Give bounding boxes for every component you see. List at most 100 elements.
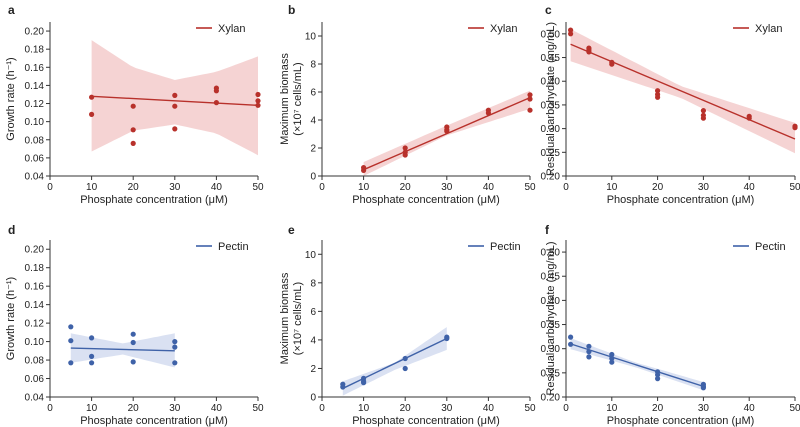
y-tick-label: 0.10	[25, 117, 45, 128]
y-tick-label: 0.08	[25, 356, 45, 367]
data-point	[130, 339, 136, 346]
data-point	[402, 355, 408, 362]
legend-label: Xylan	[218, 23, 246, 35]
y-tick-label: 0.14	[25, 300, 45, 311]
x-axis-title: Phosphate concentration (μM)	[352, 415, 500, 427]
x-tick-label: 50	[252, 403, 264, 414]
data-point	[130, 359, 136, 365]
data-point	[746, 115, 752, 121]
y-tick-label: 0.45	[541, 272, 561, 283]
x-tick-label: 40	[211, 182, 223, 193]
y-axis-title: Maximum biomass	[279, 53, 291, 145]
y-tick-label: 0.18	[25, 45, 45, 56]
x-tick-label: 50	[524, 182, 536, 193]
y-tick-label: 0.30	[541, 124, 561, 135]
y-axis-title-units: (×10⁷ cells/mL)	[292, 62, 304, 135]
y-tick-label: 4	[310, 116, 316, 127]
y-tick-label: 0.25	[541, 368, 561, 379]
data-point	[89, 335, 95, 341]
x-tick-label: 10	[358, 182, 370, 193]
y-axis-title: Growth rate (h⁻¹)	[5, 57, 17, 140]
data-point	[655, 372, 661, 378]
x-tick-label: 20	[400, 403, 412, 414]
data-point	[89, 353, 95, 359]
y-tick-label: 0.20	[25, 27, 45, 38]
y-tick-label: 0.30	[541, 344, 561, 355]
data-point	[444, 335, 450, 342]
legend-label: Xylan	[755, 23, 783, 35]
x-tick-label: 40	[744, 403, 756, 414]
data-point	[89, 360, 95, 366]
x-axis-title: Phosphate concentration (μM)	[607, 194, 755, 206]
y-tick-label: 0.06	[25, 374, 45, 385]
panel-label: b	[288, 3, 295, 17]
legend-label: Xylan	[490, 23, 518, 35]
data-point	[130, 331, 136, 337]
data-point	[340, 384, 346, 390]
x-tick-label: 50	[524, 403, 536, 414]
panel-d: d 0 10 20 30 40 50 0.04 0.06 0.08 0.10 0.12 0.14 0.16…	[5, 223, 264, 427]
y-tick-label: 0.04	[25, 393, 45, 404]
x-tick-label: 30	[169, 403, 181, 414]
x-tick-label: 20	[128, 182, 140, 193]
data-point	[586, 349, 592, 355]
y-tick-label: 2	[310, 144, 316, 155]
x-tick-label: 30	[441, 403, 453, 414]
data-point	[568, 334, 574, 340]
panel-label: d	[8, 223, 15, 237]
x-tick-label: 10	[606, 182, 618, 193]
data-point	[444, 128, 450, 134]
y-axis-title: Growth rate (h⁻¹)	[5, 277, 17, 360]
data-point	[655, 94, 661, 100]
data-point	[130, 127, 136, 133]
data-point	[89, 94, 95, 100]
x-tick-label: 0	[563, 403, 569, 414]
x-axis-title: Phosphate concentration (μM)	[80, 415, 228, 427]
y-tick-label: 4	[310, 335, 316, 346]
x-tick-label: 0	[319, 182, 325, 193]
data-point	[586, 343, 592, 349]
data-point	[700, 115, 707, 121]
fit-line	[342, 337, 448, 390]
y-axis-title: Maximum biomass	[279, 272, 291, 364]
data-point	[361, 380, 367, 386]
y-tick-label: 0.10	[25, 337, 45, 348]
x-tick-label: 0	[563, 182, 569, 193]
legend-label: Pectin	[218, 241, 249, 253]
x-tick-label: 30	[698, 182, 710, 193]
panel-label: a	[8, 3, 15, 17]
data-point	[213, 100, 219, 106]
y-axis-title-units: (×10⁷ cells/mL)	[292, 282, 304, 355]
y-tick-label: 0.50	[541, 29, 561, 40]
y-tick-label: 10	[305, 250, 317, 261]
y-tick-label: 0.45	[541, 53, 561, 64]
y-tick-label: 0.25	[541, 148, 561, 159]
x-tick-label: 20	[128, 403, 140, 414]
x-tick-label: 10	[358, 403, 370, 414]
data-point	[172, 126, 178, 132]
y-tick-label: 0.50	[541, 248, 561, 259]
y-tick-label: 0.20	[541, 393, 561, 404]
data-point	[255, 102, 261, 108]
y-tick-label: 0.04	[25, 172, 45, 183]
x-tick-label: 10	[86, 403, 98, 414]
y-tick-label: 0.06	[25, 153, 45, 164]
panel-label: c	[545, 3, 552, 17]
y-tick-label: 0.08	[25, 135, 45, 146]
data-point	[402, 365, 408, 372]
x-tick-label: 50	[789, 403, 800, 414]
legend-label: Pectin	[490, 241, 521, 253]
y-tick-label: 0.18	[25, 263, 45, 274]
y-tick-label: 10	[305, 32, 317, 43]
data-point	[792, 125, 798, 131]
x-axis-title: Phosphate concentration (μM)	[607, 415, 755, 427]
x-tick-label: 50	[252, 182, 264, 193]
x-tick-label: 20	[652, 403, 664, 414]
y-tick-label: 8	[310, 60, 316, 71]
data-point	[402, 145, 408, 151]
y-tick-label: 0.14	[25, 81, 45, 92]
data-point	[568, 27, 574, 33]
data-point	[485, 110, 491, 116]
